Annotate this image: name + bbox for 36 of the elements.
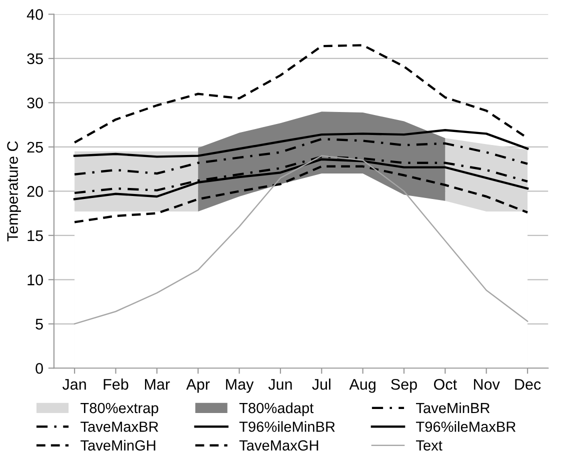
- legend-label: T80%extrap: [80, 402, 158, 416]
- y-tick-label: 40: [26, 9, 43, 20]
- x-tick-label: Mar: [145, 379, 170, 390]
- x-tick-label: Dec: [515, 379, 541, 390]
- y-tick-label: 0: [36, 362, 43, 374]
- y-tick-label: 30: [27, 98, 43, 108]
- y-tick-label: 25: [27, 142, 43, 153]
- y-tick-label: 15: [28, 230, 43, 242]
- x-tick-label: Aug: [349, 379, 376, 393]
- legend-label: TaveMaxGH: [239, 440, 318, 451]
- legend-label: T96%ileMaxBR: [416, 421, 516, 432]
- x-tick-label: Jan: [62, 379, 86, 390]
- x-tick-label: Oct: [434, 378, 457, 390]
- line-series: [73, 129, 529, 158]
- line-series: [73, 138, 529, 176]
- legend-label: TaveMinBR: [416, 402, 490, 414]
- line-series: [73, 158, 529, 200]
- legend-label: TaveMaxBR: [80, 422, 158, 432]
- y-axis-title: Temperature C: [7, 141, 21, 242]
- y-tick-label: 10: [28, 274, 43, 286]
- legend-label: T80%adapt: [239, 402, 314, 416]
- legend-label: Text: [416, 440, 442, 451]
- x-tick-label: Nov: [474, 379, 500, 390]
- line-series: [73, 165, 529, 224]
- y-tick-label: 5: [36, 318, 43, 330]
- y-tick-label: 35: [27, 53, 43, 64]
- x-tick-label: Feb: [104, 378, 128, 390]
- y-tick-label: 20: [27, 186, 43, 197]
- x-tick-label: Jun: [268, 379, 292, 390]
- line-series: [74, 155, 528, 325]
- x-tick-label: Apr: [186, 379, 210, 393]
- x-tick-label: Sep: [391, 378, 417, 393]
- legend-label: T96%ileMinBR: [239, 421, 335, 432]
- legend-label: TaveMinGH: [80, 440, 156, 451]
- x-tick-label: Jul: [312, 378, 330, 390]
- x-tick-label: May: [226, 379, 254, 393]
